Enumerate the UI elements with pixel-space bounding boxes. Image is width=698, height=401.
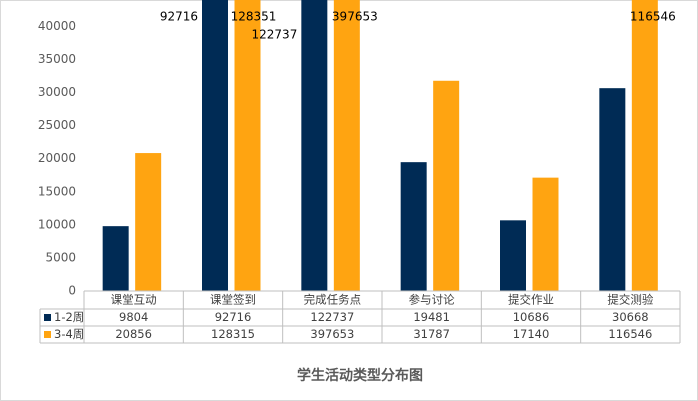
- y-tick-label: 0: [68, 284, 76, 298]
- x-tick-label: 课堂签到: [210, 293, 256, 307]
- y-tick-label: 35000: [38, 52, 76, 66]
- legend-swatch: [44, 314, 51, 321]
- y-tick-label: 15000: [38, 184, 76, 198]
- bar: [599, 88, 626, 291]
- plot-area: [102, 0, 658, 291]
- bar: [333, 0, 360, 291]
- data-label: 397653: [332, 10, 378, 24]
- table-cell: 397653: [310, 327, 354, 341]
- y-tick-label: 20000: [38, 151, 76, 165]
- x-tick-label: 完成任务点: [304, 293, 362, 307]
- table-cell: 30668: [612, 310, 649, 324]
- table-cell: 17140: [513, 327, 550, 341]
- y-tick-label: 30000: [38, 85, 76, 99]
- table-cell: 122737: [310, 310, 354, 324]
- bar: [202, 0, 228, 291]
- chart-title: 学生活动类型分布图: [297, 367, 423, 384]
- legend-swatch: [44, 331, 51, 338]
- bar: [234, 0, 261, 291]
- bar: [400, 162, 427, 291]
- table-cell: 92716: [215, 310, 252, 324]
- bar: [500, 220, 526, 291]
- data-label: 116546: [630, 10, 676, 24]
- y-tick-label: 5000: [45, 250, 76, 264]
- x-tick-label: 提交测验: [607, 293, 653, 307]
- y-tick-label: 40000: [38, 19, 76, 33]
- table-cell: 116546: [608, 327, 652, 341]
- table-cell: 10686: [513, 310, 550, 324]
- table-cell: 31787: [413, 327, 450, 341]
- x-tick-label: 参与讨论: [409, 293, 455, 307]
- data-label: 122737: [252, 28, 298, 42]
- x-tick-label: 课堂互动: [111, 293, 157, 307]
- y-tick-label: 10000: [38, 217, 76, 231]
- x-tick-label: 提交作业: [508, 293, 554, 307]
- legend-label: 3-4周: [54, 327, 84, 341]
- bar: [433, 80, 460, 291]
- table-cell: 128315: [211, 327, 255, 341]
- bar: [102, 226, 129, 291]
- data-label: 128351: [231, 10, 277, 24]
- legend-label: 1-2周: [54, 310, 84, 324]
- bar: [135, 153, 162, 291]
- table-cell: 20856: [115, 327, 152, 341]
- bar: [532, 177, 559, 291]
- y-tick-label: 25000: [38, 118, 76, 132]
- bar: [301, 0, 328, 291]
- table-cell: 9804: [119, 310, 148, 324]
- bar: [631, 0, 658, 291]
- data-label: 92716: [160, 10, 198, 24]
- table-cell: 19481: [413, 310, 450, 324]
